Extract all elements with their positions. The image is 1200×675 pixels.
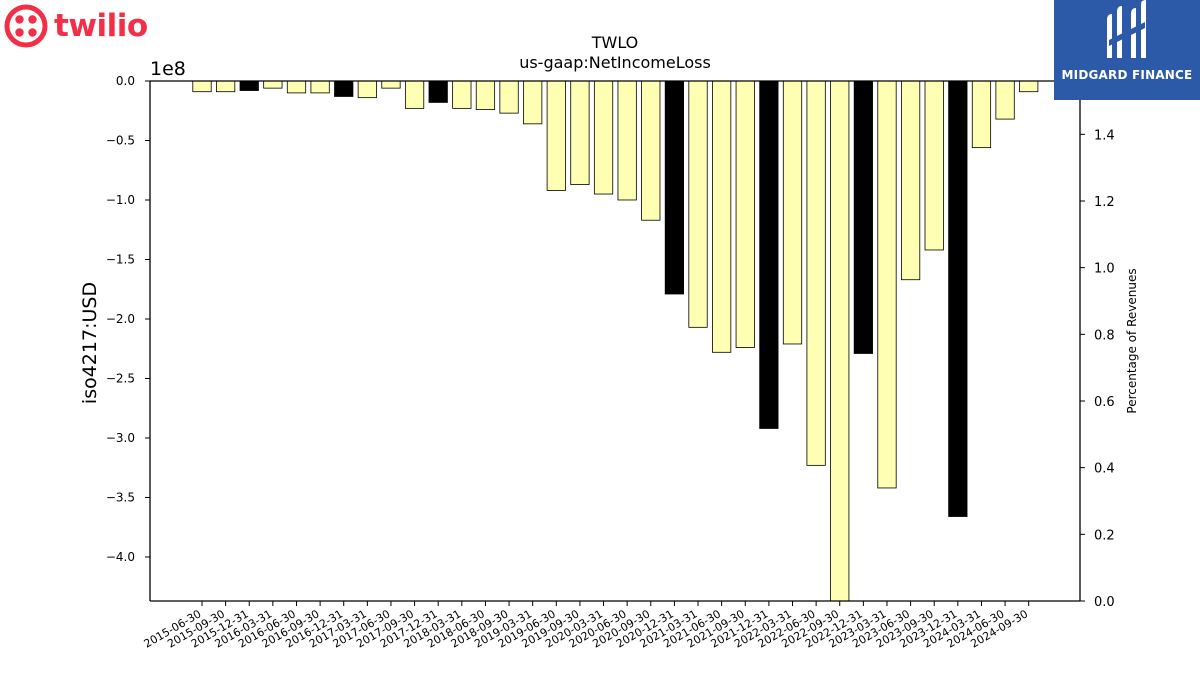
bar-2018-09-30	[499, 80, 519, 114]
bar-2019-06-30	[546, 80, 566, 191]
y-axis-ticks: 0.0 −0.5 −1.0 −1.5 −2.0 −2.5 −3.0 −3.5 −4.0	[106, 74, 150, 564]
bar-2023-03-31	[877, 80, 897, 489]
twilio-wordmark: twilio	[54, 8, 148, 44]
y2-tick-label: 1.2	[1094, 195, 1115, 210]
midgard-wordmark: MIDGARD FINANCE	[1061, 68, 1193, 82]
bar-2020-03-31	[593, 80, 614, 195]
midgard-finance-logo: MIDGARD FINANCE	[1054, 0, 1200, 100]
y2-axis-ticks: 0.0 0.2 0.4 0.6 0.8 1.0 1.2 1.4	[1080, 128, 1115, 610]
y-tick-label: −1.5	[106, 252, 135, 266]
bar-2020-06-30	[617, 80, 637, 201]
twilio-mark-icon	[4, 4, 48, 48]
bar-2019-03-31	[523, 80, 543, 125]
bar-2024-09-30	[1019, 80, 1039, 93]
bar-2023-12-31	[948, 80, 968, 517]
y-tick-label: −4.0	[106, 550, 135, 564]
bar-2015-12-31	[239, 80, 259, 91]
twilio-logo: twilio	[4, 4, 148, 48]
y2-tick-label: 0.8	[1094, 328, 1115, 343]
y-offset-label: 1e8	[150, 58, 186, 80]
bar-2016-03-31	[263, 80, 283, 89]
bar-2022-06-30	[806, 80, 826, 466]
bar-2016-09-30	[310, 80, 330, 94]
bar-2021-03-31	[688, 80, 708, 328]
bar-2021-12-31	[759, 80, 779, 429]
y-tick-label: 0.0	[116, 74, 135, 88]
y-axis-label: iso4217:USD	[79, 282, 101, 404]
bar-2018-03-31	[452, 80, 472, 109]
bar-2021-09-30	[735, 80, 755, 348]
y2-tick-label: 0.6	[1094, 395, 1115, 410]
bar-2017-12-31	[428, 80, 448, 103]
bar-series	[192, 80, 1039, 602]
bar-2022-09-30	[830, 80, 850, 602]
y-tick-label: −3.5	[106, 490, 135, 504]
midgard-mark-icon	[1107, 0, 1146, 58]
y2-tick-label: 0.0	[1094, 595, 1115, 610]
bar-2015-06-30	[192, 80, 212, 93]
y-tick-label: −3.0	[106, 431, 135, 445]
y2-tick-label: 0.4	[1094, 462, 1115, 477]
bar-2020-12-31	[664, 80, 685, 295]
y-tick-label: −0.5	[106, 133, 135, 147]
bar-2016-12-31	[334, 80, 354, 97]
bar-2023-09-30	[924, 80, 944, 251]
chart-title: TWLO	[591, 33, 639, 52]
bar-2024-03-31	[971, 80, 992, 149]
y-tick-label: −2.5	[106, 371, 135, 385]
chart-subtitle: us-gaap:NetIncomeLoss	[519, 53, 711, 72]
axes	[149, 80, 1081, 602]
y2-tick-label: 1.4	[1094, 128, 1115, 143]
bar-2022-12-31	[853, 80, 873, 354]
bar-2016-06-30	[286, 80, 307, 94]
y-tick-label: −1.0	[106, 193, 135, 207]
bar-2022-03-31	[782, 80, 803, 345]
bar-2015-09-30	[216, 80, 236, 93]
bar-2023-06-30	[901, 80, 921, 281]
x-axis-ticks: 2015-06-302015-09-302015-12-312016-03-31…	[142, 601, 1030, 651]
bar-2017-03-31	[357, 80, 377, 99]
bar-2018-06-30	[475, 80, 496, 110]
bar-2021-06-30	[712, 80, 732, 353]
bar-2017-06-30	[381, 80, 401, 89]
y2-tick-label: 1.0	[1094, 262, 1115, 277]
bar-2024-06-30	[995, 80, 1015, 120]
bar-2019-09-30	[570, 80, 590, 185]
bar-2017-09-30	[404, 80, 425, 109]
y2-tick-label: 0.2	[1094, 528, 1115, 543]
y2-axis-label: Percentage of Revenues	[1125, 268, 1139, 413]
bar-2020-09-30	[641, 80, 661, 221]
y-tick-label: −2.0	[106, 312, 135, 326]
